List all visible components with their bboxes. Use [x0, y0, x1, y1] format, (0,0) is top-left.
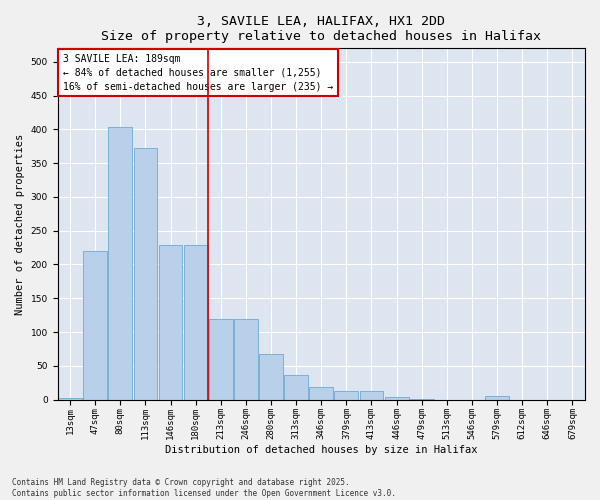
Y-axis label: Number of detached properties: Number of detached properties — [15, 134, 25, 314]
Bar — [158, 245, 182, 400]
Text: 3 SAVILE LEA: 189sqm
← 84% of detached houses are smaller (1,255)
16% of semi-de: 3 SAVILE LEA: 189sqm ← 84% of detached h… — [63, 54, 333, 92]
Bar — [310, 388, 333, 400]
X-axis label: Distribution of detached houses by size in Halifax: Distribution of detached houses by size … — [165, 445, 478, 455]
Bar — [234, 319, 258, 400]
Bar — [109, 128, 132, 400]
Bar — [410, 399, 434, 400]
Text: Contains HM Land Registry data © Crown copyright and database right 2025.
Contai: Contains HM Land Registry data © Crown c… — [12, 478, 396, 498]
Title: 3, SAVILE LEA, HALIFAX, HX1 2DD
Size of property relative to detached houses in : 3, SAVILE LEA, HALIFAX, HX1 2DD Size of … — [101, 15, 541, 43]
Bar — [485, 396, 509, 400]
Bar — [209, 319, 233, 400]
Bar — [184, 245, 208, 400]
Bar — [385, 397, 409, 400]
Bar — [334, 391, 358, 400]
Bar — [58, 398, 82, 400]
Bar — [259, 354, 283, 400]
Bar — [134, 148, 157, 400]
Bar — [83, 251, 107, 400]
Bar — [359, 392, 383, 400]
Bar — [284, 374, 308, 400]
